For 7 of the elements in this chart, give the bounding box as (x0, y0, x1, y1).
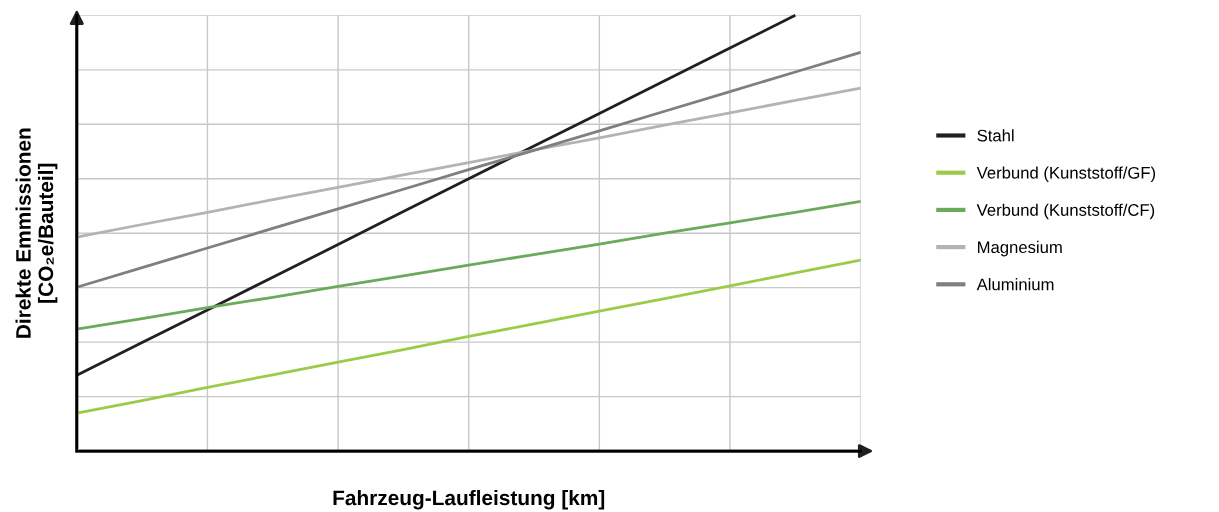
legend-label: Verbund (Kunststoff/CF) (976, 203, 1155, 220)
legend-label: Aluminium (976, 278, 1054, 291)
legend-label: Verbund (Kunststoff/GF) (976, 166, 1156, 182)
legend-label: Magnesium (978, 240, 1062, 257)
y-axis-title: Direkte Emmissionen [CO₂e/Bauteil] (15, 128, 58, 338)
legend-label: Stahl (977, 129, 1014, 142)
x-axis-title: Fahrzeug-Laufleistung [km] (333, 489, 605, 510)
